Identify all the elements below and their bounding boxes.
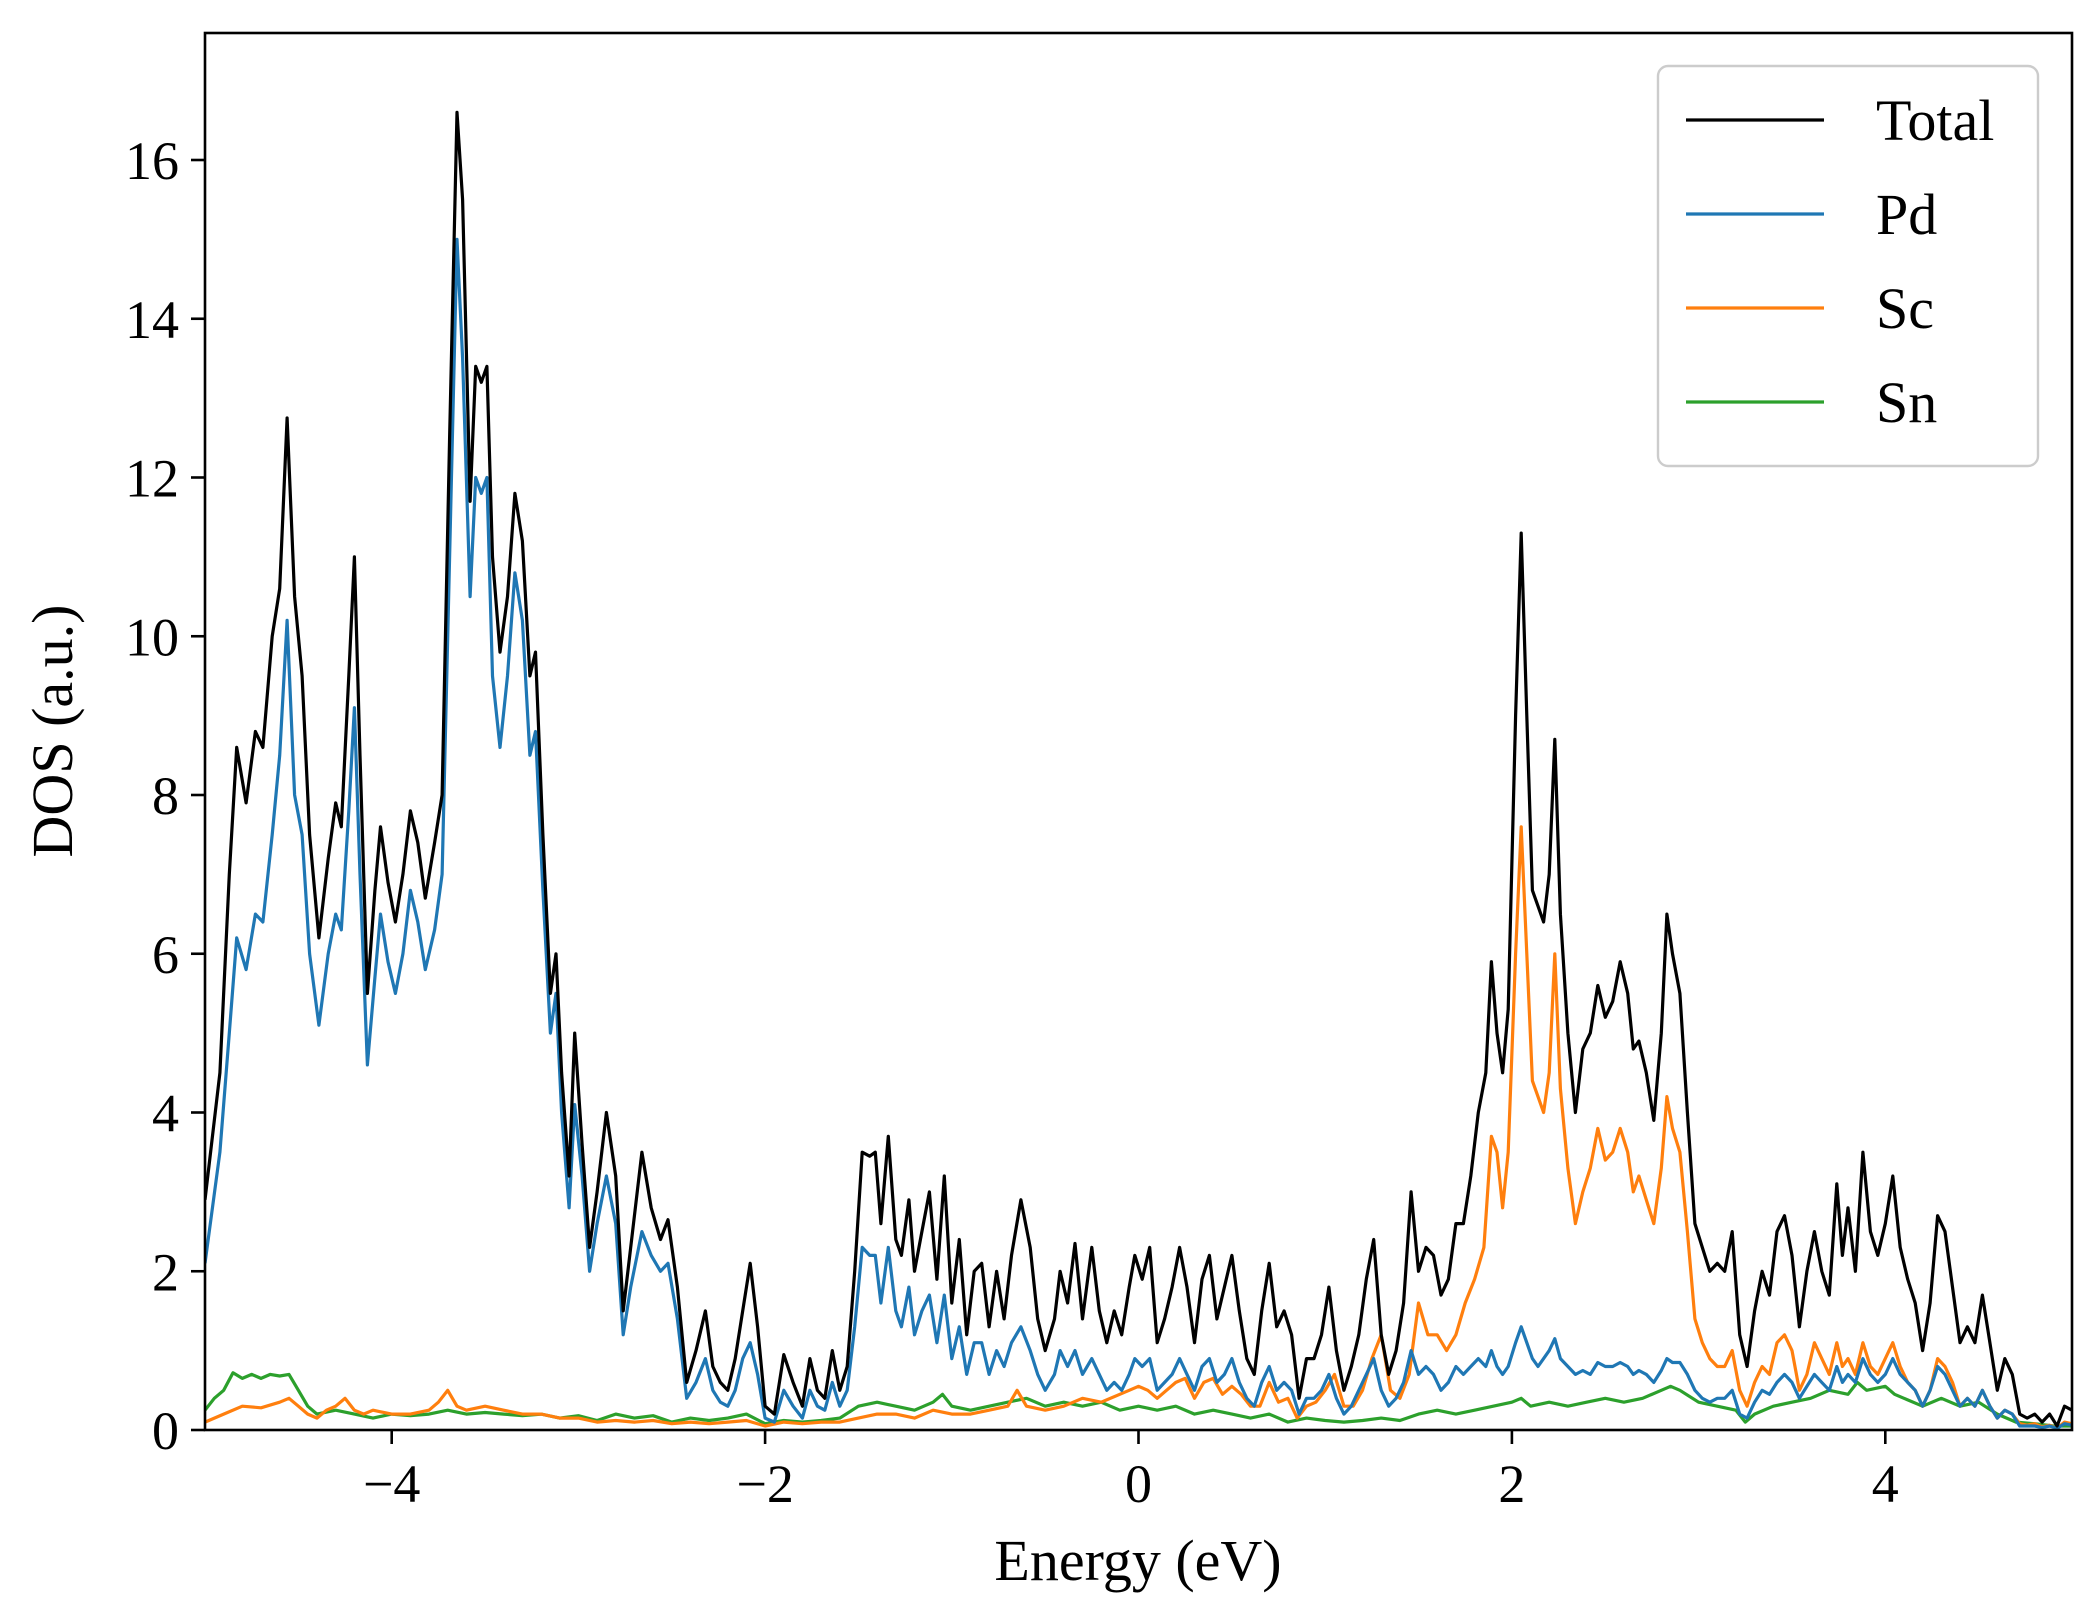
x-tick-label: 2 [1498, 1454, 1525, 1514]
x-axis-label: Energy (eV) [994, 1528, 1281, 1593]
series-layer [205, 110, 2072, 1430]
legend-box [1656, 64, 2040, 468]
y-tick-label: 8 [152, 766, 179, 826]
legend-label-sn: Sn [1876, 370, 1937, 435]
legend-label-total: Total [1876, 88, 1994, 153]
y-tick-label: 10 [125, 607, 179, 667]
y-tick-label: 4 [152, 1084, 179, 1144]
y-tick-label: 16 [125, 131, 179, 191]
y-axis: 0 2 4 6 8 10 12 14 16 [125, 131, 205, 1461]
legend-label-pd: Pd [1876, 182, 1937, 247]
series-line-pd [205, 237, 2072, 1430]
series-line-sn [205, 1371, 2072, 1428]
y-tick-label: 14 [125, 290, 179, 350]
series-line-total [205, 110, 2072, 1428]
x-axis: −4 −2 0 2 4 [363, 1430, 1899, 1514]
x-tick-label: −2 [736, 1454, 793, 1514]
y-tick-label: 2 [152, 1242, 179, 1302]
y-axis-label: DOS (a.u.) [20, 605, 85, 858]
series-line-sc [205, 825, 2072, 1430]
legend-label-sc: Sc [1876, 276, 1934, 341]
y-tick-label: 0 [152, 1401, 179, 1461]
y-tick-label: 12 [125, 449, 179, 509]
x-tick-label: 4 [1872, 1454, 1899, 1514]
legend: Total Pd Sc Sn [1656, 64, 2040, 468]
x-tick-label: −4 [363, 1454, 420, 1514]
x-tick-label: 0 [1125, 1454, 1152, 1514]
y-tick-label: 6 [152, 925, 179, 985]
